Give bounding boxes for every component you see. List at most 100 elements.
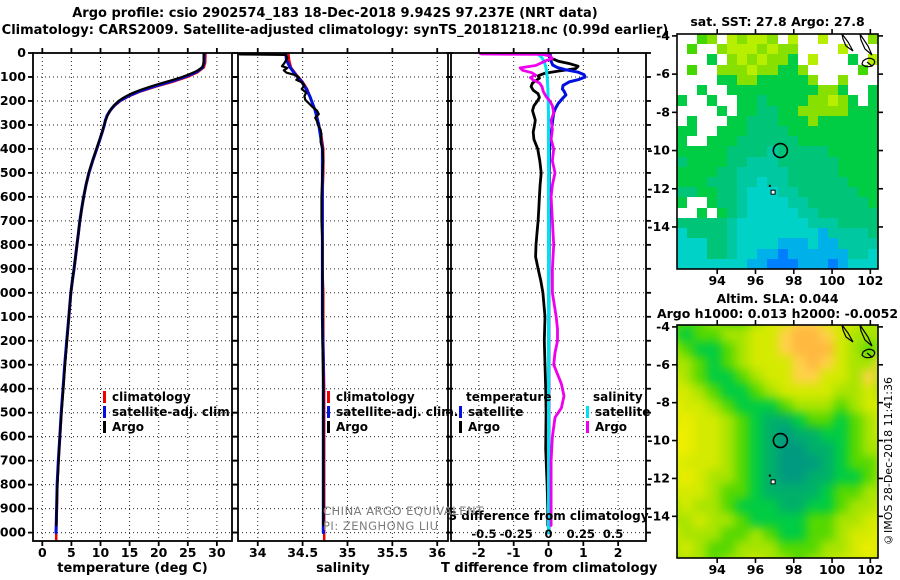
map-cell [707,115,718,126]
map-cell [697,95,708,106]
map-cell [847,555,862,558]
tick-label: 1700 [0,453,26,468]
legend-label: Argo [112,419,145,434]
tick-label: 900 [0,261,26,276]
map-cell [777,258,788,269]
map-cell [737,238,748,249]
map-cell [777,146,788,157]
map-cell [805,398,820,413]
map-cell [787,248,798,259]
sla-map [677,325,878,558]
map-cell [727,85,738,96]
map-cell [837,248,848,259]
map-cell [777,455,792,471]
legend-line-swatch [459,405,462,418]
map-cell [847,95,858,106]
map-cell [827,248,838,259]
map-cell [757,125,768,137]
map-cell [693,370,708,385]
map-cell [747,187,758,198]
map-cell [693,355,708,371]
map-cell [707,177,718,188]
map-cell [737,44,748,55]
series-group [478,53,587,535]
map-cell [797,105,808,116]
map-cell [707,384,722,399]
tick-label: 102 [857,273,883,288]
map-cell [867,187,878,198]
map-cell [727,54,738,65]
map-cell [837,54,848,65]
map-cell [787,64,798,75]
map-cell [797,156,808,167]
map-cell [837,197,848,208]
map-cell [787,125,798,137]
map-cell [727,177,738,188]
map-cell [777,125,788,137]
map-cell [763,341,778,356]
tick-label: 94 [708,562,726,577]
map-cell [717,248,728,259]
map-cell [861,355,876,371]
map-cell [875,541,878,556]
tick-label: -14 [647,219,670,234]
map-cell [867,136,878,147]
map-cell [767,115,778,126]
map-cell [837,238,848,249]
map-cell [747,197,758,208]
map-cell [763,527,778,542]
tick-label: 100 [819,562,845,577]
map-cell [717,64,728,75]
map-cell [763,512,778,528]
tick-label: 200 [0,93,26,108]
map-cell [837,34,848,45]
map-cell [737,207,748,218]
map-cell [847,177,858,188]
map-cell [747,44,758,55]
map-cell [837,125,848,137]
map-cell [735,341,750,356]
map-cell [805,484,820,499]
map-cell [749,412,764,428]
map-cell [763,370,778,385]
map-cell [721,327,736,342]
map-cell [749,498,764,513]
map-cell [857,156,868,167]
map-cell [707,64,718,75]
map-cell [827,217,838,229]
map-cell [737,115,748,126]
map-cell [697,166,708,178]
map-cell [847,484,862,499]
map-cell [819,427,834,442]
map-cell [735,412,750,428]
map-cell [847,527,862,542]
map-cell [747,105,758,116]
map-cell [833,455,848,471]
legend-item: Argo [103,419,234,434]
map-cell [861,370,876,385]
map-cell [807,136,818,147]
map-cell [847,136,858,147]
map-cell [787,258,798,269]
map-cell [677,156,688,167]
map-cell [677,248,688,259]
map-cell [707,187,718,198]
map-cell [837,228,848,239]
map-cell [763,484,778,499]
map-cell [677,166,688,178]
map-cell [747,54,758,65]
map-cell [767,238,778,249]
map-cell [717,44,728,55]
map-cell [819,341,834,356]
map-cell [707,125,718,137]
map-cell [867,166,878,178]
map-cell [861,484,876,499]
map-cell [749,484,764,499]
tick-label: 1500 [0,405,26,420]
map-cell [857,115,868,126]
map-cell [787,115,798,126]
map-cell [737,54,748,65]
tick-label: 94 [708,273,726,288]
map-cell [861,398,876,413]
map-cell [837,74,848,86]
